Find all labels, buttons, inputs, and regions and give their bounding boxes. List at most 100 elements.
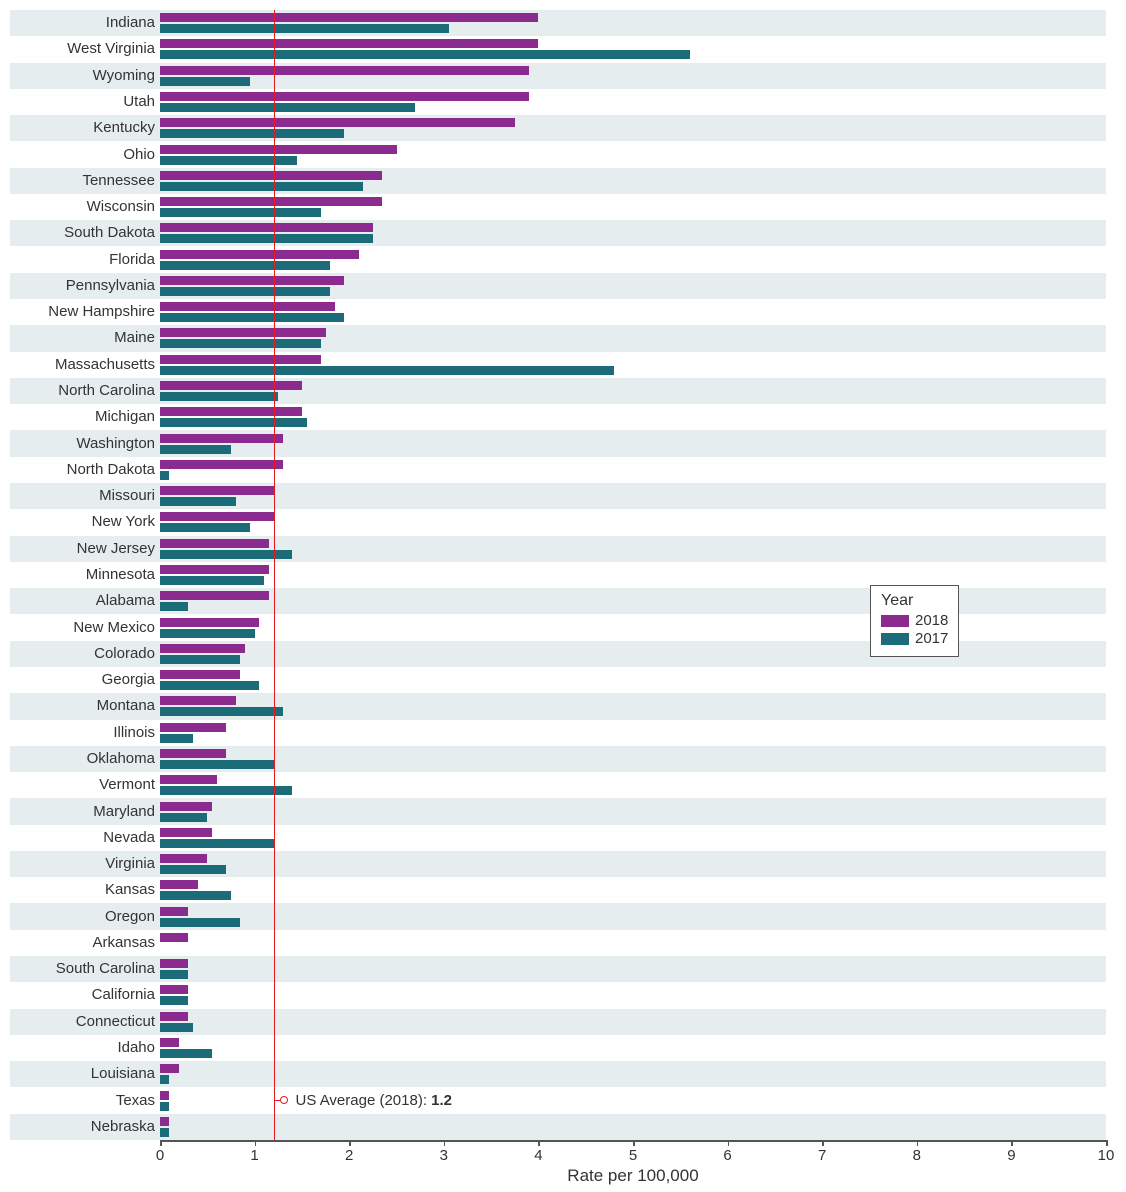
bar-y2017 (160, 996, 188, 1005)
bar-y2018 (160, 302, 335, 311)
bar-y2017 (160, 1023, 193, 1032)
state-label: New Hampshire (10, 304, 155, 319)
bar-y2017 (160, 392, 278, 401)
bar-y2018 (160, 907, 188, 916)
bar-y2017 (160, 50, 690, 59)
bar-y2017 (160, 760, 274, 769)
state-label: Vermont (10, 777, 155, 792)
bar-y2018 (160, 696, 236, 705)
bar-y2017 (160, 839, 274, 848)
bar-y2018 (160, 828, 212, 837)
x-tick (255, 1140, 257, 1146)
x-tick-label: 2 (345, 1147, 353, 1164)
x-axis-title: Rate per 100,000 (160, 1166, 1106, 1186)
bar-y2018 (160, 118, 515, 127)
state-label: Florida (10, 252, 155, 267)
legend-title: Year (881, 592, 948, 610)
bar-y2017 (160, 234, 373, 243)
x-tick-label: 6 (723, 1147, 731, 1164)
bar-y2017 (160, 103, 415, 112)
state-label: Utah (10, 94, 155, 109)
bar-y2017 (160, 24, 449, 33)
state-label: South Dakota (10, 225, 155, 240)
bar-y2017 (160, 471, 169, 480)
state-label: Massachusetts (10, 357, 155, 372)
chart-rows: IndianaWest VirginiaWyomingUtahKentuckyO… (10, 10, 1106, 1140)
bar-y2017 (160, 813, 207, 822)
x-tick-label: 1 (250, 1147, 258, 1164)
state-label: South Carolina (10, 961, 155, 976)
legend-swatch (881, 633, 909, 645)
state-label: Virginia (10, 856, 155, 871)
bar-y2018 (160, 13, 538, 22)
bar-y2017 (160, 313, 344, 322)
state-label: Indiana (10, 15, 155, 30)
bar-y2017 (160, 182, 363, 191)
state-label: Tennessee (10, 173, 155, 188)
bar-y2018 (160, 250, 359, 259)
bar-y2017 (160, 681, 259, 690)
bar-y2017 (160, 629, 255, 638)
x-tick (728, 1140, 730, 1146)
x-tick (1106, 1140, 1108, 1146)
bar-y2018 (160, 39, 538, 48)
state-label: Washington (10, 436, 155, 451)
state-label: Illinois (10, 725, 155, 740)
state-label: Nebraska (10, 1119, 155, 1134)
x-tick-label: 8 (913, 1147, 921, 1164)
state-label: North Carolina (10, 383, 155, 398)
state-label: Kentucky (10, 120, 155, 135)
bar-y2017 (160, 339, 321, 348)
us-average-line (274, 10, 276, 1140)
state-label: California (10, 987, 155, 1002)
state-label: Georgia (10, 672, 155, 687)
legend: Year 20182017 (870, 585, 959, 657)
bar-y2018 (160, 276, 344, 285)
state-label: Wyoming (10, 68, 155, 83)
state-label: Pennsylvania (10, 278, 155, 293)
bar-y2018 (160, 1012, 188, 1021)
state-label: Louisiana (10, 1066, 155, 1081)
state-label: New Jersey (10, 541, 155, 556)
bar-y2018 (160, 933, 188, 942)
state-label: Wisconsin (10, 199, 155, 214)
bar-y2018 (160, 565, 269, 574)
state-label: New York (10, 514, 155, 529)
bar-y2018 (160, 775, 217, 784)
bar-y2018 (160, 644, 245, 653)
bar-y2018 (160, 66, 529, 75)
bar-y2018 (160, 223, 373, 232)
x-tick-label: 5 (629, 1147, 637, 1164)
x-tick (633, 1140, 635, 1146)
x-tick-label: 10 (1098, 1147, 1115, 1164)
bar-y2017 (160, 865, 226, 874)
bar-y2018 (160, 197, 382, 206)
x-tick (349, 1140, 351, 1146)
bar-y2018 (160, 723, 226, 732)
bar-y2017 (160, 261, 330, 270)
bar-y2018 (160, 854, 207, 863)
bar-y2018 (160, 591, 269, 600)
bar-y2017 (160, 970, 188, 979)
bar-y2018 (160, 959, 188, 968)
bar-y2018 (160, 880, 198, 889)
state-label: West Virginia (10, 41, 155, 56)
state-label: Idaho (10, 1040, 155, 1055)
bar-y2018 (160, 512, 274, 521)
x-tick (538, 1140, 540, 1146)
bar-y2018 (160, 670, 240, 679)
x-tick-label: 7 (818, 1147, 826, 1164)
bar-y2017 (160, 891, 231, 900)
legend-label: 2018 (915, 612, 948, 630)
state-label: Maryland (10, 804, 155, 819)
state-label: Colorado (10, 646, 155, 661)
us-average-marker (280, 1096, 288, 1104)
bar-y2017 (160, 523, 250, 532)
x-tick (1011, 1140, 1013, 1146)
bar-y2018 (160, 407, 302, 416)
legend-label: 2017 (915, 630, 948, 648)
state-label: Missouri (10, 488, 155, 503)
bar-y2017 (160, 576, 264, 585)
x-tick-label: 3 (440, 1147, 448, 1164)
chart-container: IndianaWest VirginiaWyomingUtahKentuckyO… (10, 10, 1116, 1182)
